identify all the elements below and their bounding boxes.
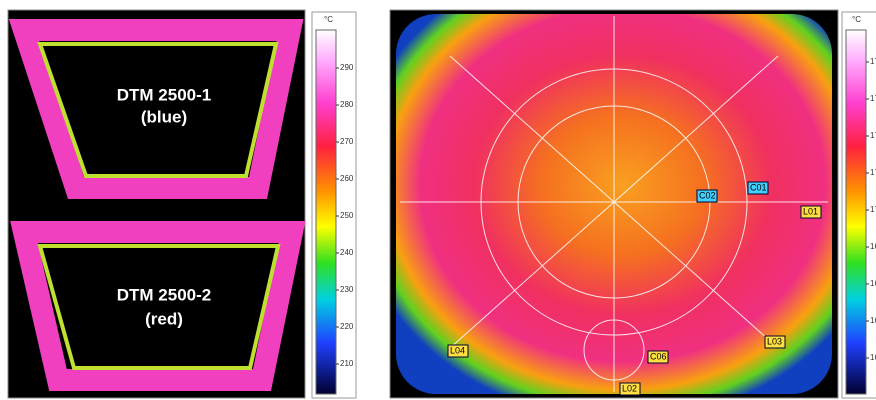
tick-label: 260	[340, 174, 354, 183]
tick-label: 162	[870, 353, 876, 362]
marker-label: L01	[803, 206, 818, 216]
tick-label: 174	[870, 131, 876, 140]
tick-label: 280	[340, 100, 354, 109]
tick-label: 172	[870, 168, 876, 177]
colorbar	[846, 30, 866, 394]
tick-label: 178	[870, 57, 876, 66]
camera-note: (blue)	[141, 107, 187, 126]
marker-label: L04	[450, 345, 465, 355]
tick-label: 240	[340, 248, 354, 257]
tick-label: 210	[340, 359, 354, 368]
tick-label: 220	[340, 322, 354, 331]
tick-label: 250	[340, 211, 354, 220]
unit: °C	[852, 15, 861, 24]
marker-label: C01	[750, 182, 767, 192]
marker-label: L03	[767, 336, 782, 346]
tick-label: 164	[870, 316, 876, 325]
camera-name: DTM 2500-1	[117, 85, 211, 104]
marker-label: C02	[699, 190, 716, 200]
unit: °C	[324, 15, 333, 24]
tick-label: 290	[340, 63, 354, 72]
tick-label: 176	[870, 94, 876, 103]
colorbar	[316, 30, 336, 394]
tick-label: 270	[340, 137, 354, 146]
tick-label: 168	[870, 242, 876, 251]
tick-label: 230	[340, 285, 354, 294]
camera-name: DTM 2500-2	[117, 285, 211, 304]
marker-label: C06	[650, 351, 667, 361]
tick-label: 170	[870, 205, 876, 214]
camera-note: (red)	[145, 309, 183, 328]
marker-label: L02	[622, 383, 637, 393]
thermal-screenshot: DTM 2500-1 (blue) DTM 2500-2 (red) °C °C…	[0, 0, 876, 400]
tick-label: 166	[870, 279, 876, 288]
